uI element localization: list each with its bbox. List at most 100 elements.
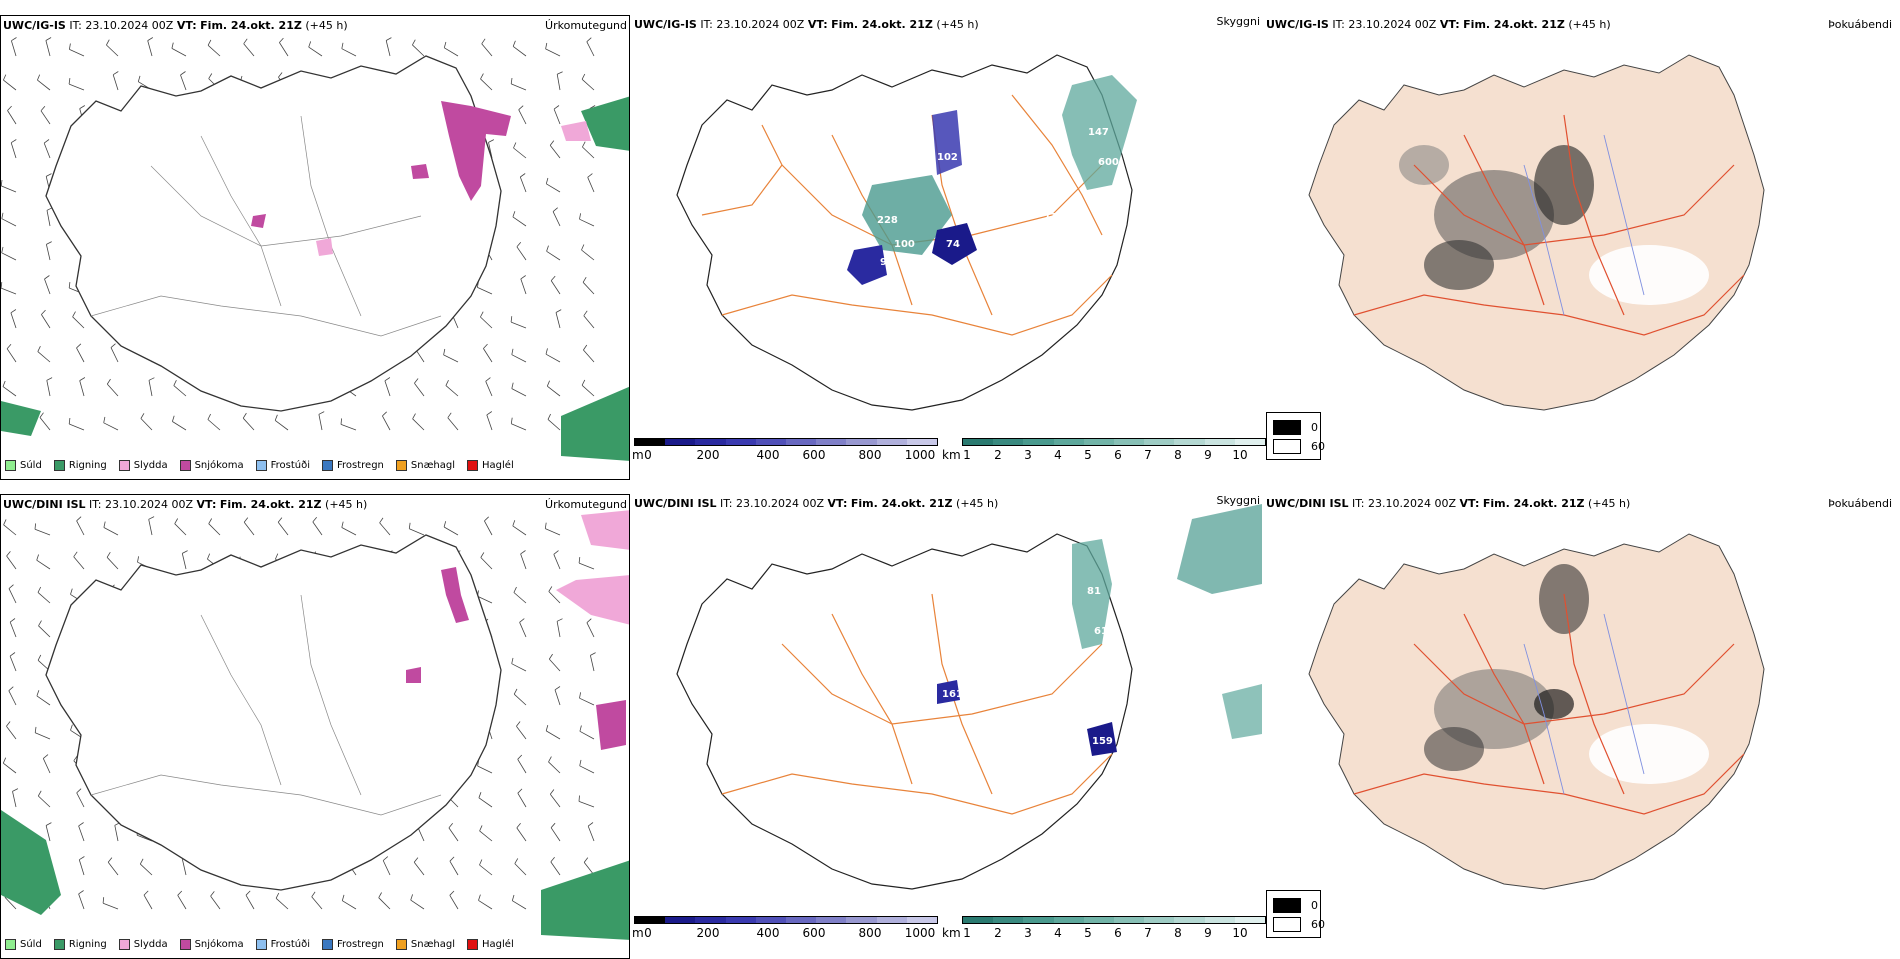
wind-barb-feather xyxy=(34,523,36,530)
wind-barb xyxy=(34,528,51,536)
wind-barb xyxy=(516,725,527,740)
wind-barb xyxy=(443,354,459,363)
snow-area-1 xyxy=(441,567,469,623)
colorbar-tick: 800 xyxy=(858,926,882,940)
wind-barb xyxy=(312,521,323,536)
wind-barb xyxy=(512,46,527,57)
low-cloud-area-se xyxy=(1087,722,1117,756)
wind-barb xyxy=(477,765,493,774)
wind-barb-feather xyxy=(545,724,549,732)
wind-barb-feather xyxy=(68,417,71,425)
wind-barb xyxy=(481,43,493,57)
wind-barb xyxy=(549,794,561,808)
wind-barb-feather xyxy=(512,211,516,218)
wind-barb xyxy=(148,519,153,536)
wind-barb-feather xyxy=(414,378,419,384)
wind-barb-feather xyxy=(587,822,594,827)
colorbar-tick: 400 xyxy=(756,448,780,462)
precip-type-panel-top: UWC/IG-IS IT: 23.10.2024 00Z VT: Fim. 24… xyxy=(0,15,630,480)
wind-barb-feather xyxy=(510,77,513,84)
colorbar-tick: 1 xyxy=(963,926,971,940)
wind-barb-feather xyxy=(520,173,526,178)
wind-barb-feather xyxy=(10,309,17,314)
wind-barb-feather xyxy=(484,516,489,522)
legend-swatch xyxy=(118,939,130,950)
snow-area-2 xyxy=(251,214,266,228)
colorbar-tick: 3 xyxy=(1024,926,1032,940)
colorbar-tick: 8 xyxy=(1174,926,1182,940)
init-label: IT: xyxy=(69,19,82,32)
fog-area-east xyxy=(1222,684,1262,739)
wind-barb xyxy=(103,527,119,536)
precip-legend: Súld Rigning Slydda Snjókoma Frostúði Fr… xyxy=(5,460,514,471)
wind-barb xyxy=(385,40,391,57)
colorbar-tick: 2 xyxy=(994,926,1002,940)
wind-barb xyxy=(37,351,51,363)
wind-barb-feather xyxy=(555,309,562,313)
low-cloud-area-2 xyxy=(847,245,887,285)
wind-barb-feather xyxy=(73,551,78,557)
init-time: 23.10.2024 00Z xyxy=(736,497,825,510)
wind-barb-feather xyxy=(76,788,82,794)
legend-label: Snæhagl xyxy=(410,460,456,471)
wind-barb xyxy=(106,44,119,57)
colorbar-tick: 1 xyxy=(963,448,971,462)
wind-barb-feather xyxy=(548,756,552,763)
sleet-area-top xyxy=(581,510,629,550)
colorbar-tick: 9 xyxy=(1204,448,1212,462)
wind-barb xyxy=(42,758,51,774)
colorbar-unit: m xyxy=(632,926,644,940)
legend-label: Snjókoma xyxy=(194,460,244,471)
wind-barb xyxy=(2,386,17,397)
wind-barb xyxy=(413,862,425,876)
wind-barb xyxy=(9,621,17,638)
wind-barb-feather xyxy=(73,755,78,761)
wind-barb-feather xyxy=(550,275,556,281)
wind-barb xyxy=(38,625,51,638)
wind-barb-feather xyxy=(556,618,563,622)
wind-barb xyxy=(546,183,561,193)
wind-barb-feather xyxy=(550,822,556,828)
legend-swatch xyxy=(53,460,65,471)
wind-barb-feather xyxy=(510,417,513,424)
wind-barb-feather xyxy=(443,348,446,355)
wind-barb-feather xyxy=(68,282,71,289)
wind-barb-feather xyxy=(514,858,519,864)
map-value: 228 xyxy=(877,215,898,226)
wind-barb-feather xyxy=(553,550,559,555)
legend-item: Slydda xyxy=(118,460,168,471)
precip-map-top xyxy=(1,37,629,461)
model-name: UWC/DINI ISL xyxy=(1266,497,1349,510)
wind-barb-feather xyxy=(512,520,516,527)
wind-barb xyxy=(581,249,595,261)
wind-barb-feather xyxy=(1,212,4,219)
wind-barb xyxy=(174,523,187,536)
wind-barb xyxy=(516,827,527,842)
wind-barb xyxy=(550,280,561,295)
wind-barb-feather xyxy=(41,309,46,315)
panel-header: UWC/IG-IS IT: 23.10.2024 00Z VT: Fim. 24… xyxy=(1266,18,1611,31)
wind-barb-feather xyxy=(340,418,342,425)
colorbar-tick: 4 xyxy=(1054,926,1062,940)
wind-barb xyxy=(581,79,595,91)
fog-swatch xyxy=(1273,439,1301,454)
wind-barb xyxy=(9,655,17,672)
wind-barb-feather xyxy=(478,894,481,901)
wind-barb-feather xyxy=(318,411,325,415)
wind-barb xyxy=(556,621,561,638)
wind-barb xyxy=(519,622,527,638)
wind-barb-feather xyxy=(511,657,514,664)
wind-barb xyxy=(579,697,595,706)
visibility-map-top: 147 600 102 108 116 228 100 74 93 xyxy=(676,54,1137,411)
wind-barb xyxy=(72,316,85,329)
map-value: 81 xyxy=(1087,586,1101,597)
legend-item: Rigning xyxy=(53,939,107,950)
wind-barb-feather xyxy=(587,173,593,178)
wind-barb xyxy=(45,40,51,57)
map-value: 116 xyxy=(1044,212,1065,223)
wind-barb xyxy=(545,48,561,57)
wind-barb xyxy=(412,44,425,57)
legend-item: Snæhagl xyxy=(395,939,455,950)
wind-barb-feather xyxy=(449,890,455,896)
wind-barb-feather xyxy=(378,892,382,898)
